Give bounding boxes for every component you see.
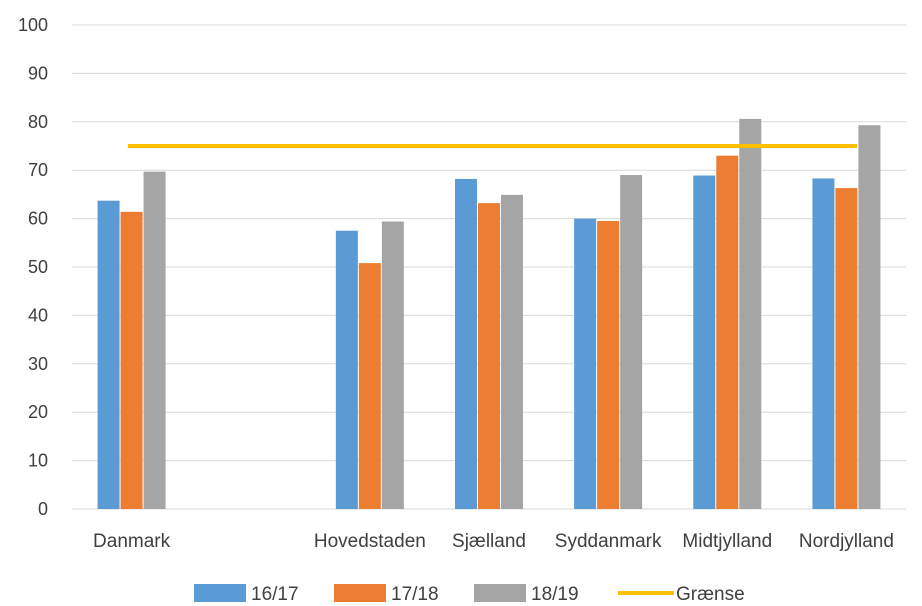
category-label: Syddanmark <box>555 531 662 552</box>
bars <box>97 118 881 510</box>
y-tick-label: 70 <box>28 160 48 180</box>
legend-swatch <box>474 584 526 602</box>
category-label: Hovedstaden <box>314 531 426 552</box>
legend-label: 17/18 <box>391 584 439 605</box>
legend: 16/17 17/18 18/19 Grænse <box>194 584 745 605</box>
y-tick-label: 30 <box>28 354 48 374</box>
legend-label: 16/17 <box>251 584 299 605</box>
y-tick-label: 10 <box>28 451 48 471</box>
legend-swatch <box>194 584 246 602</box>
y-tick-label: 60 <box>28 209 48 229</box>
bar-18-19 <box>501 194 523 509</box>
bar-18-19 <box>858 125 881 510</box>
bar-16-17 <box>97 200 120 509</box>
bar-18-19 <box>143 171 166 510</box>
y-tick-label: 0 <box>38 499 48 519</box>
x-axis-category-labels: Danmark Hovedstaden Sjælland Syddanmark Midt… <box>93 531 894 552</box>
category-label: Danmark <box>93 531 171 552</box>
legend-label: 18/19 <box>531 584 579 605</box>
bar-18-19 <box>739 118 762 510</box>
bar-17-18 <box>120 211 143 509</box>
legend-label: Grænse <box>676 584 745 605</box>
y-tick-label: 90 <box>28 63 48 83</box>
y-tick-label: 40 <box>28 305 48 325</box>
category-label: Midtjylland <box>682 531 772 552</box>
legend-swatch <box>334 584 386 602</box>
y-tick-label: 80 <box>28 112 48 132</box>
bar-18-19 <box>620 175 643 510</box>
bar-18-19 <box>381 221 404 509</box>
y-axis-tick-labels: 0 10 20 30 40 50 60 70 80 90 100 <box>18 15 48 519</box>
bar-16-17 <box>455 178 477 510</box>
bar-17-18 <box>716 155 739 509</box>
bar-17-18 <box>478 203 500 509</box>
bar-16-17 <box>574 218 597 509</box>
bar-16-17 <box>335 230 358 509</box>
y-tick-label: 100 <box>18 15 48 35</box>
category-label: Nordjylland <box>799 531 894 552</box>
bar-16-17 <box>693 175 716 510</box>
bar-16-17 <box>812 178 835 510</box>
bar-17-18 <box>597 221 620 509</box>
bar-17-18 <box>835 188 858 509</box>
y-tick-label: 50 <box>28 257 48 277</box>
category-label: Sjælland <box>452 531 526 552</box>
y-tick-label: 20 <box>28 402 48 422</box>
bar-17-18 <box>358 263 381 509</box>
